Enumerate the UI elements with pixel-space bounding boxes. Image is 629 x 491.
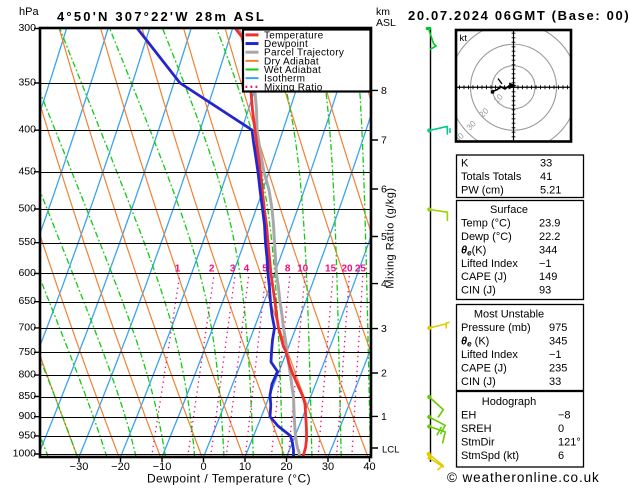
svg-text:−8: −8 bbox=[558, 410, 571, 422]
svg-text:23.9: 23.9 bbox=[539, 218, 560, 230]
svg-text:hPa: hPa bbox=[19, 6, 39, 18]
svg-text:Temp (°C): Temp (°C) bbox=[461, 218, 511, 230]
svg-text:CIN (J): CIN (J) bbox=[461, 376, 496, 388]
svg-text:800: 800 bbox=[18, 369, 36, 381]
svg-text:© weatheronline.co.uk: © weatheronline.co.uk bbox=[447, 470, 600, 485]
svg-text:6: 6 bbox=[558, 450, 564, 462]
svg-text:K: K bbox=[461, 157, 469, 169]
svg-text:−1: −1 bbox=[549, 349, 562, 361]
svg-text:149: 149 bbox=[539, 271, 557, 283]
svg-text:350: 350 bbox=[18, 76, 36, 88]
svg-text:650: 650 bbox=[18, 295, 36, 307]
svg-text:0: 0 bbox=[200, 461, 206, 473]
svg-text:Lifted Index: Lifted Index bbox=[461, 258, 518, 270]
svg-text:40: 40 bbox=[452, 130, 466, 144]
svg-text:344: 344 bbox=[539, 244, 557, 256]
svg-text:8: 8 bbox=[285, 264, 291, 275]
svg-text:StmDir: StmDir bbox=[461, 436, 495, 448]
svg-text:EH: EH bbox=[461, 410, 476, 422]
svg-text:40: 40 bbox=[363, 461, 375, 473]
svg-text:600: 600 bbox=[18, 267, 36, 279]
svg-text:950: 950 bbox=[18, 429, 36, 441]
svg-text:LCL: LCL bbox=[382, 445, 399, 456]
svg-text:−1: −1 bbox=[539, 258, 552, 270]
svg-text:CIN (J): CIN (J) bbox=[461, 285, 496, 297]
svg-text:SREH: SREH bbox=[461, 423, 492, 435]
svg-text:Lifted Index: Lifted Index bbox=[461, 349, 518, 361]
svg-text:θe(K): θe(K) bbox=[461, 244, 486, 257]
svg-text:Isotherm: Isotherm bbox=[264, 74, 305, 85]
svg-text:1000: 1000 bbox=[13, 447, 37, 459]
svg-text:235: 235 bbox=[549, 363, 567, 375]
svg-text:Dewpoint: Dewpoint bbox=[264, 39, 308, 50]
svg-text:km: km bbox=[376, 6, 390, 18]
svg-text:20.07.2024 06GMT (Base: 00): 20.07.2024 06GMT (Base: 00) bbox=[408, 8, 629, 23]
svg-text:ASL: ASL bbox=[376, 17, 396, 29]
svg-text:2: 2 bbox=[381, 368, 387, 380]
svg-text:−10: −10 bbox=[153, 461, 172, 473]
svg-text:750: 750 bbox=[18, 346, 36, 358]
svg-text:450: 450 bbox=[18, 165, 36, 177]
svg-text:121°: 121° bbox=[558, 436, 581, 448]
svg-text:1: 1 bbox=[175, 264, 181, 275]
svg-text:Mixing Ratio (g/kg): Mixing Ratio (g/kg) bbox=[385, 187, 397, 288]
svg-text:PW (cm): PW (cm) bbox=[461, 184, 504, 196]
svg-text:3: 3 bbox=[381, 323, 387, 335]
svg-text:θe (K): θe (K) bbox=[461, 336, 489, 349]
svg-text:20: 20 bbox=[280, 461, 292, 473]
svg-text:Temperature: Temperature bbox=[264, 30, 324, 41]
svg-text:Dewp (°C): Dewp (°C) bbox=[461, 231, 512, 243]
svg-text:Most Unstable: Most Unstable bbox=[474, 308, 544, 320]
svg-text:300: 300 bbox=[18, 22, 36, 34]
svg-text:Mixing Ratio: Mixing Ratio bbox=[264, 82, 323, 93]
svg-text:Pressure (mb): Pressure (mb) bbox=[461, 322, 531, 334]
svg-text:345: 345 bbox=[549, 336, 567, 348]
svg-text:900: 900 bbox=[18, 410, 36, 422]
svg-text:5: 5 bbox=[381, 231, 387, 243]
svg-text:4°50'N 307°22'W 28m ASL: 4°50'N 307°22'W 28m ASL bbox=[57, 9, 266, 24]
svg-text:975: 975 bbox=[549, 322, 567, 334]
svg-text:6: 6 bbox=[381, 184, 387, 196]
svg-text:Wet Adiabat: Wet Adiabat bbox=[264, 65, 321, 76]
svg-text:550: 550 bbox=[18, 236, 36, 248]
svg-text:400: 400 bbox=[18, 124, 36, 136]
svg-text:StmSpd (kt): StmSpd (kt) bbox=[461, 450, 519, 462]
svg-text:Dewpoint / Temperature (°C): Dewpoint / Temperature (°C) bbox=[147, 472, 311, 486]
svg-text:kt: kt bbox=[460, 33, 468, 44]
svg-text:CAPE (J): CAPE (J) bbox=[461, 271, 507, 283]
svg-text:0: 0 bbox=[558, 423, 564, 435]
svg-text:7: 7 bbox=[381, 135, 387, 147]
svg-text:1: 1 bbox=[381, 411, 387, 423]
svg-text:Surface: Surface bbox=[490, 204, 528, 216]
svg-text:Totals Totals: Totals Totals bbox=[461, 171, 522, 183]
svg-text:Dry Adiabat: Dry Adiabat bbox=[264, 56, 319, 67]
svg-text:4: 4 bbox=[244, 264, 250, 275]
svg-text:5: 5 bbox=[262, 264, 268, 275]
svg-text:850: 850 bbox=[18, 390, 36, 402]
svg-text:700: 700 bbox=[18, 321, 36, 333]
svg-text:Hodograph: Hodograph bbox=[482, 396, 536, 408]
svg-text:CAPE (J): CAPE (J) bbox=[461, 363, 507, 375]
svg-text:41: 41 bbox=[540, 171, 552, 183]
svg-text:15: 15 bbox=[325, 264, 337, 275]
svg-text:5.21: 5.21 bbox=[540, 184, 561, 196]
svg-text:33: 33 bbox=[549, 376, 561, 388]
svg-text:10: 10 bbox=[297, 264, 309, 275]
svg-text:2: 2 bbox=[209, 264, 215, 275]
svg-text:3: 3 bbox=[230, 264, 236, 275]
svg-text:93: 93 bbox=[539, 285, 551, 297]
svg-text:20: 20 bbox=[341, 264, 353, 275]
svg-text:22.2: 22.2 bbox=[539, 231, 560, 243]
svg-text:Parcel Trajectory: Parcel Trajectory bbox=[264, 48, 344, 59]
svg-text:30: 30 bbox=[322, 461, 334, 473]
svg-text:8: 8 bbox=[381, 85, 387, 97]
svg-text:33: 33 bbox=[540, 157, 552, 169]
svg-text:4: 4 bbox=[381, 278, 387, 290]
svg-text:25: 25 bbox=[355, 264, 367, 275]
svg-text:−30: −30 bbox=[70, 461, 89, 473]
svg-text:500: 500 bbox=[18, 203, 36, 215]
svg-text:−20: −20 bbox=[111, 461, 130, 473]
svg-text:10: 10 bbox=[239, 461, 251, 473]
